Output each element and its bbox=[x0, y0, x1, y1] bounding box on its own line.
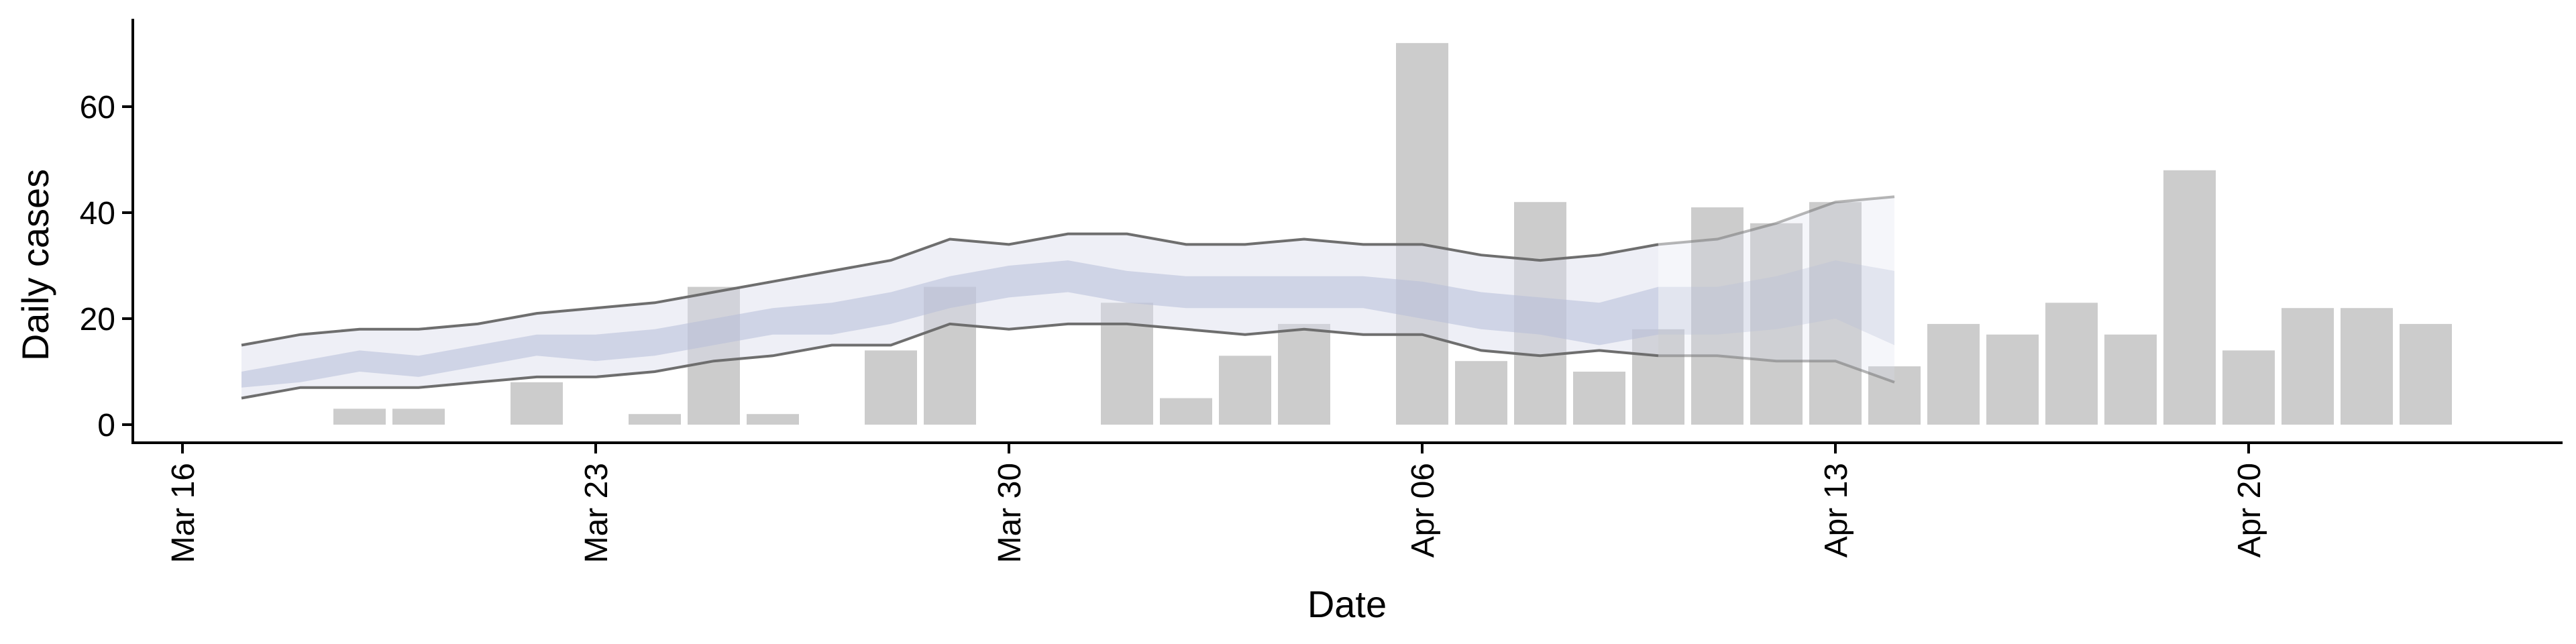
case-bar bbox=[1750, 223, 1803, 425]
case-bar bbox=[747, 414, 799, 425]
x-tick-label: Mar 30 bbox=[992, 463, 1028, 563]
case-bar bbox=[1632, 329, 1684, 425]
case-bar bbox=[2104, 334, 2157, 425]
case-bar bbox=[2222, 350, 2275, 425]
case-bar bbox=[1160, 398, 1212, 425]
lower-bound-line bbox=[1658, 354, 1895, 384]
y-tick-label: 60 bbox=[80, 90, 115, 125]
x-tick-label: Apr 20 bbox=[2232, 463, 2267, 557]
x-axis-title: Date bbox=[1307, 583, 1387, 625]
case-bar bbox=[1691, 207, 1743, 425]
y-tick-label: 40 bbox=[80, 196, 115, 231]
case-bar bbox=[333, 409, 386, 425]
case-bar bbox=[629, 414, 681, 425]
y-tick-label: 20 bbox=[80, 302, 115, 337]
case-bar bbox=[2400, 323, 2452, 425]
upper-bound-line bbox=[1658, 195, 1895, 246]
case-bar bbox=[2341, 308, 2393, 425]
case-bar bbox=[2163, 170, 2216, 425]
case-bar bbox=[1809, 202, 1862, 425]
case-bar bbox=[1396, 43, 1448, 425]
x-tick-label: Mar 23 bbox=[579, 463, 614, 563]
case-bar bbox=[1278, 323, 1330, 425]
case-bar bbox=[392, 409, 445, 425]
inner-interval-band bbox=[241, 260, 1658, 388]
inner-interval-band bbox=[1658, 260, 1894, 345]
case-bar bbox=[1573, 372, 1625, 425]
case-bar bbox=[1219, 356, 1271, 425]
outer-interval-band bbox=[1658, 197, 1894, 382]
axes: Date Daily cases 0 20 40 60 Mar 16 Mar 23 Mar … bbox=[14, 19, 2563, 625]
x-tick-label: Apr 13 bbox=[1819, 463, 1854, 557]
case-bar bbox=[1455, 361, 1507, 425]
case-bar bbox=[865, 350, 917, 425]
case-bar bbox=[2045, 303, 2098, 425]
case-bar bbox=[688, 286, 740, 425]
case-bar bbox=[511, 382, 563, 425]
x-tick-label: Apr 06 bbox=[1405, 463, 1441, 557]
lower-bound-line bbox=[241, 322, 1659, 400]
case-bar bbox=[1927, 323, 1980, 425]
upper-bound-line bbox=[241, 232, 1659, 347]
y-tick-label: 0 bbox=[97, 408, 115, 443]
case-bar bbox=[1986, 334, 2039, 425]
x-tick-label: Mar 16 bbox=[166, 463, 201, 563]
case-bar bbox=[2282, 308, 2334, 425]
plot-area bbox=[241, 43, 2452, 425]
y-axis-title: Daily cases bbox=[14, 169, 56, 361]
